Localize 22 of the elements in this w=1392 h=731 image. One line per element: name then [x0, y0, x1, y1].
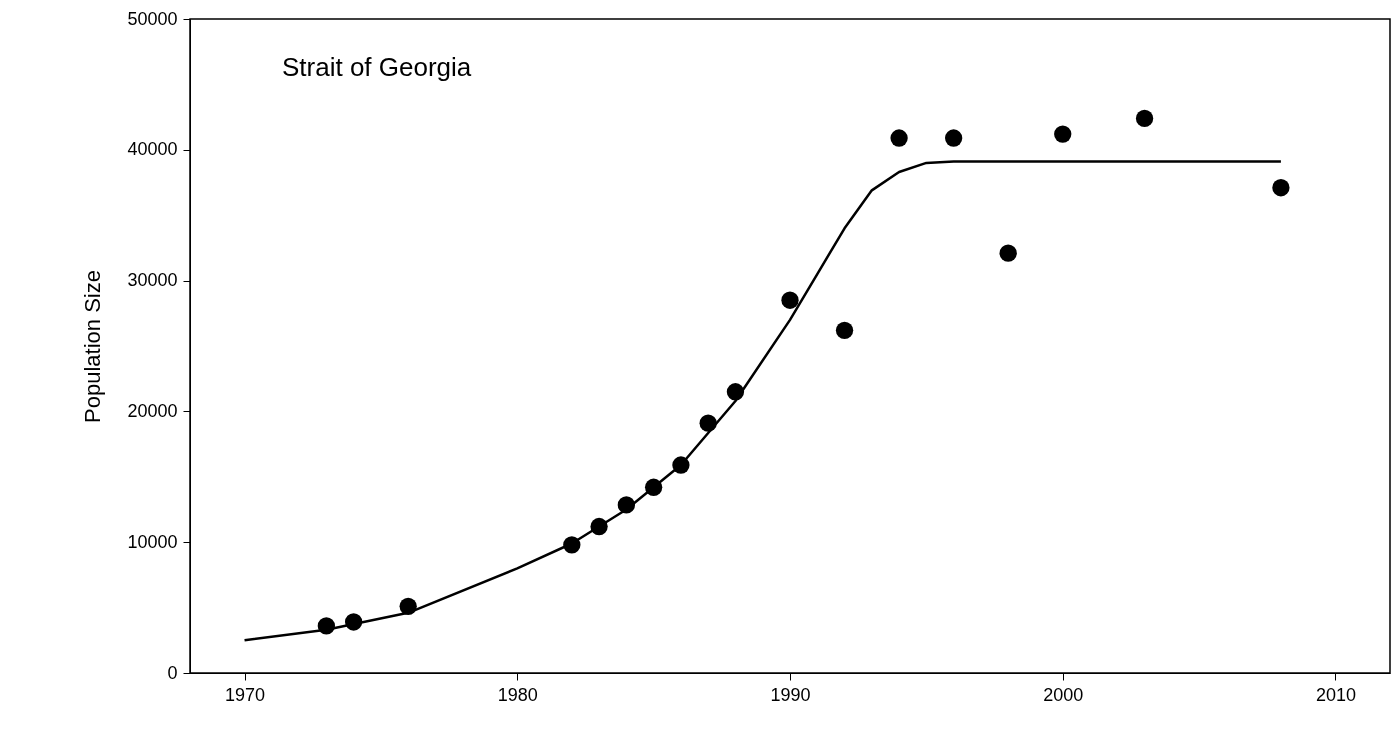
annotation: Strait of Georgia [282, 52, 472, 82]
x-tick-label: 2000 [1043, 684, 1084, 705]
y-axis-title: Population Size [80, 270, 106, 423]
point [999, 244, 1017, 262]
point [890, 129, 908, 147]
point [944, 129, 963, 147]
x-tick-label: 1990 [770, 684, 811, 705]
line-series [243, 160, 1283, 642]
point [1272, 179, 1290, 197]
point [835, 321, 854, 339]
y-tick-label: 10000 [127, 531, 178, 552]
y-tick-label: 40000 [127, 139, 178, 160]
point [1135, 109, 1154, 128]
y-tick-label: 30000 [127, 270, 178, 291]
y-tick-label: 50000 [127, 8, 178, 29]
x-tick-label: 1970 [225, 684, 266, 705]
x-tick-label: 2010 [1315, 684, 1356, 705]
point [781, 291, 799, 309]
y-tick-label: 0 [167, 662, 178, 683]
point [1054, 125, 1072, 143]
x-tick-label: 1980 [497, 684, 538, 705]
y-tick-label: 20000 [127, 400, 178, 421]
